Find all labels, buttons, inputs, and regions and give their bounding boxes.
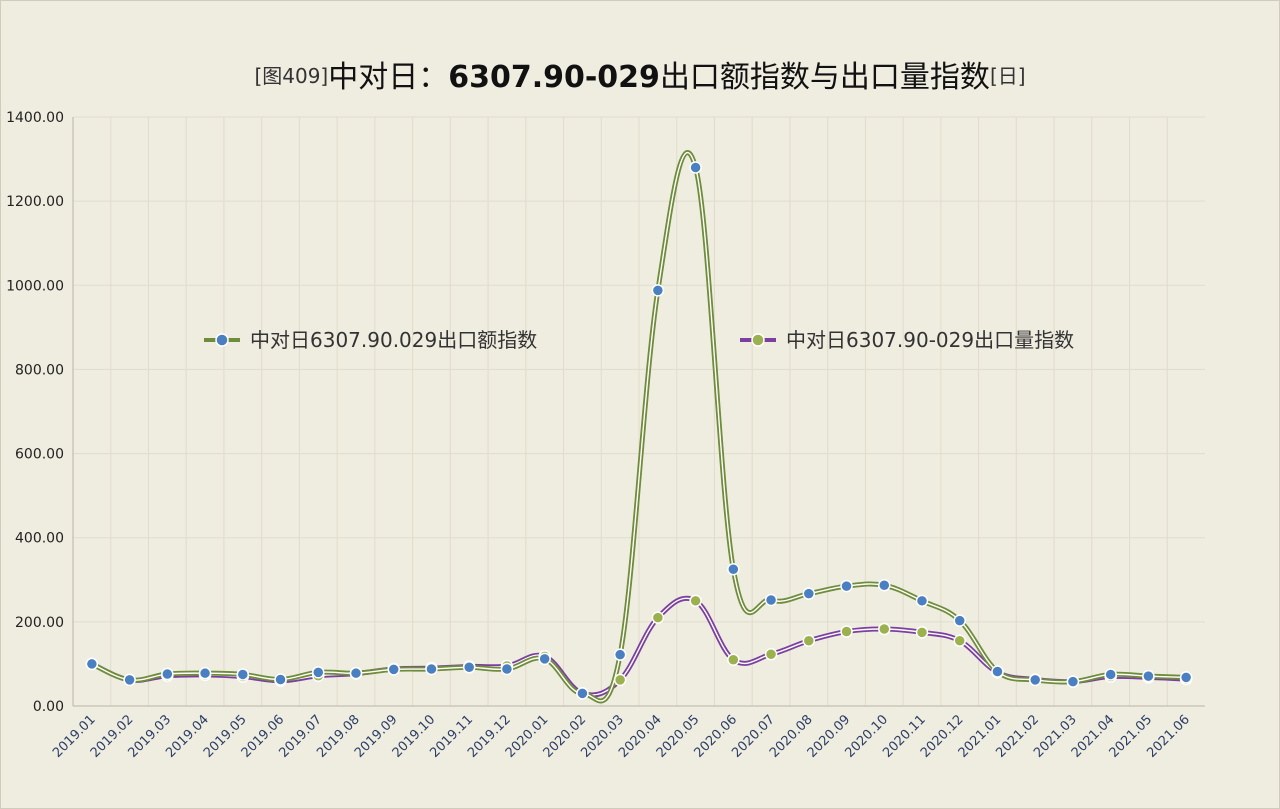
data-point-b[interactable] <box>915 626 929 639</box>
data-point-a[interactable] <box>576 687 589 700</box>
data-point-a[interactable] <box>651 284 665 297</box>
y-tick-label: 1000.00 <box>6 278 64 294</box>
legend-label-series-a: 中对日6307.90.029出口额指数 <box>250 328 537 352</box>
data-point-a[interactable] <box>991 665 1004 678</box>
data-point-a[interactable] <box>387 663 400 676</box>
title-main: 中对日： <box>328 60 449 95</box>
data-point-a[interactable] <box>915 594 929 608</box>
title-prefix: [图409] <box>254 64 329 88</box>
legend: 中对日6307.90.029出口额指数 中对日6307.90-029出口量指数 <box>204 328 1074 352</box>
series-layer <box>85 150 1193 704</box>
legend-item-series-a[interactable]: 中对日6307.90.029出口额指数 <box>204 328 537 352</box>
data-point-a[interactable] <box>1104 668 1117 681</box>
data-point-a[interactable] <box>425 662 438 676</box>
data-point-b[interactable] <box>878 622 891 636</box>
data-point-a[interactable] <box>613 648 627 661</box>
data-point-a[interactable] <box>500 662 514 676</box>
data-point-a[interactable] <box>840 579 853 593</box>
data-point-a[interactable] <box>953 614 966 627</box>
y-tick-label: 600.00 <box>15 447 64 463</box>
data-point-a[interactable] <box>727 563 740 576</box>
data-point-a[interactable] <box>538 652 551 666</box>
legend-marker-series-a <box>215 333 229 347</box>
data-point-a[interactable] <box>236 668 250 681</box>
data-point-a[interactable] <box>878 579 891 592</box>
data-point-a[interactable] <box>802 587 816 600</box>
grid-lines <box>72 116 1205 707</box>
legend-label-series-b: 中对日6307.90-029出口量指数 <box>786 328 1074 352</box>
y-tick-label: 0.00 <box>33 699 64 715</box>
y-tick-label: 800.00 <box>15 362 64 378</box>
chart-title: [图409]中对日：6307.90-029出口额指数与出口量指数[日] <box>0 52 1280 96</box>
data-point-a[interactable] <box>1179 671 1193 684</box>
y-tick-label: 400.00 <box>15 531 64 547</box>
data-point-a[interactable] <box>689 161 702 174</box>
data-point-a[interactable] <box>764 593 778 607</box>
y-tick-label: 1200.00 <box>6 194 64 210</box>
data-point-b[interactable] <box>802 634 816 648</box>
data-point-a[interactable] <box>1066 675 1080 688</box>
data-point-b[interactable] <box>840 625 853 638</box>
data-point-b[interactable] <box>953 634 966 648</box>
data-point-b[interactable] <box>689 594 702 608</box>
title-code: 6307.90-029 <box>448 60 660 95</box>
y-tick-label: 1400.00 <box>6 110 64 126</box>
data-point-b[interactable] <box>651 611 665 624</box>
data-point-a[interactable] <box>161 667 174 681</box>
legend-item-series-b[interactable]: 中对日6307.90-029出口量指数 <box>740 328 1074 352</box>
data-point-a[interactable] <box>1028 673 1042 687</box>
data-point-b[interactable] <box>764 648 778 661</box>
data-point-a[interactable] <box>462 661 476 674</box>
x-axis-ticks: 2019.012019.022019.032019.042019.052019.… <box>50 712 1193 761</box>
title-tag: [日] <box>989 64 1026 88</box>
data-point-a[interactable] <box>198 666 212 680</box>
legend-marker-series-b <box>751 333 765 347</box>
title-suffix: 出口额指数与出口量指数 <box>659 60 990 95</box>
y-axis-ticks: 0.00 200.00 400.00 600.00 800.00 1000.00 1200.… <box>6 110 64 715</box>
axes <box>72 117 1205 707</box>
y-tick-label: 200.00 <box>15 615 64 631</box>
data-point-a[interactable] <box>349 666 363 680</box>
data-point-a[interactable] <box>274 673 287 686</box>
data-point-a[interactable] <box>312 666 325 679</box>
data-point-b[interactable] <box>613 673 627 687</box>
data-point-a[interactable] <box>123 673 136 687</box>
data-point-b[interactable] <box>727 653 740 666</box>
data-point-a[interactable] <box>85 657 99 671</box>
data-point-a[interactable] <box>1142 669 1155 683</box>
